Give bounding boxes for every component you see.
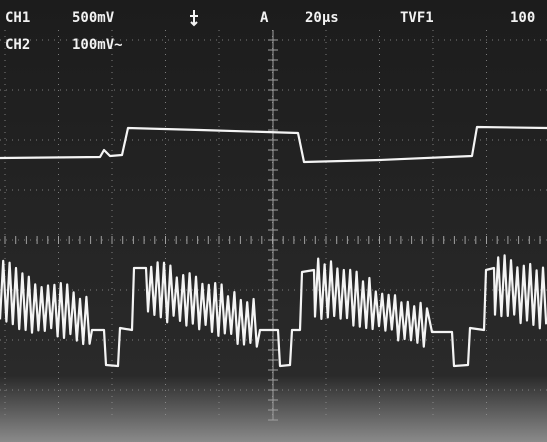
ch1-scale: 500mV [72, 10, 115, 26]
ch2-label: CH2 [5, 37, 30, 53]
trigger-source: TVF1 [400, 10, 434, 26]
ch1-label: CH1 [5, 10, 30, 26]
trigger-mode: A [260, 10, 269, 26]
trigger-level: 100 [510, 10, 535, 26]
ch2-scale: 100mV~ [72, 37, 123, 53]
timebase: 20μs [305, 10, 339, 26]
oscilloscope-screen: CH1 500mV A 20μs TVF1 100 CH2 100mV~ [0, 0, 547, 442]
